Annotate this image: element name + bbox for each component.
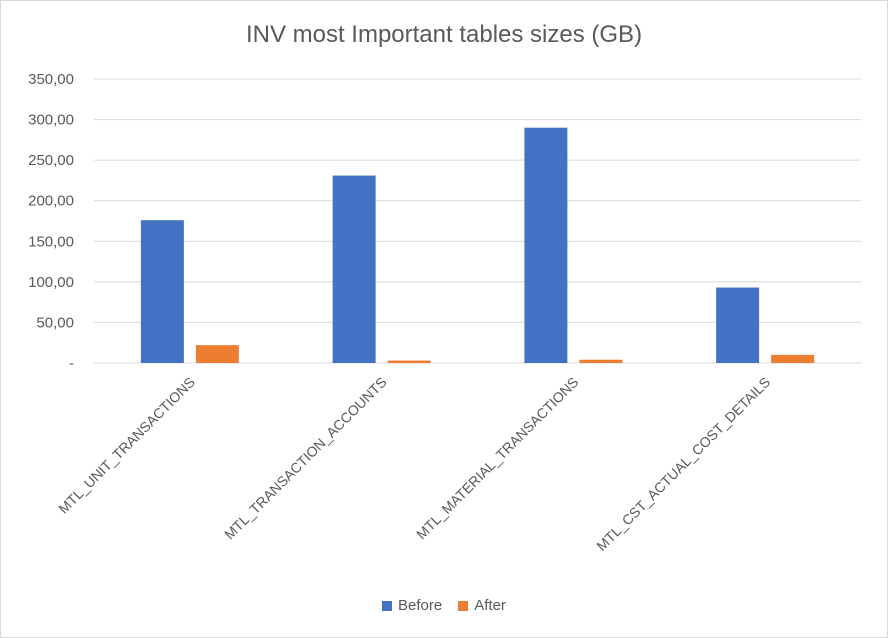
y-tick-label: 250,00 (28, 152, 74, 169)
chart-title: INV most Important tables sizes (GB) (245, 21, 643, 48)
legend-label: Before (398, 597, 443, 614)
y-tick-label: 200,00 (28, 193, 74, 210)
x-tick-label: MTL_UNIT_TRANSACTIONS (55, 374, 198, 517)
y-tick-label: 350,00 (28, 71, 74, 88)
legend: Before After (1, 597, 887, 614)
bar-before (524, 127, 568, 363)
bar-after (387, 360, 431, 363)
bar-after (579, 359, 623, 363)
legend-swatch (458, 600, 469, 611)
legend-item-after: After (458, 597, 506, 614)
y-tick-label: 50,00 (36, 314, 74, 331)
legend-item-before: Before (382, 597, 442, 614)
y-tick-label: 100,00 (28, 274, 74, 291)
y-tick-label: 300,00 (28, 112, 74, 129)
legend-swatch (382, 600, 393, 611)
bar-after (771, 354, 815, 363)
bars (140, 127, 815, 363)
y-tick-label: 150,00 (28, 233, 74, 250)
bar-before (332, 175, 376, 363)
bar-after (195, 345, 239, 363)
x-axis-ticks: MTL_UNIT_TRANSACTIONS MTL_TRANSACTION_ACC… (55, 374, 773, 554)
x-tick-label: MTL_TRANSACTION_ACCOUNTS (221, 374, 390, 543)
y-axis-ticks: - 50,00 100,00 150,00 200,00 250,00 300,00 350,… (28, 71, 74, 372)
legend-label: After (474, 597, 506, 614)
bar-before (716, 287, 760, 363)
y-tick-label: - (69, 355, 74, 372)
bar-before (140, 220, 184, 363)
x-tick-label: MTL_MATERIAL_TRANSACTIONS (413, 374, 581, 542)
x-tick-label: MTL_CST_ACTUAL_COST_DETAILS (593, 374, 773, 554)
